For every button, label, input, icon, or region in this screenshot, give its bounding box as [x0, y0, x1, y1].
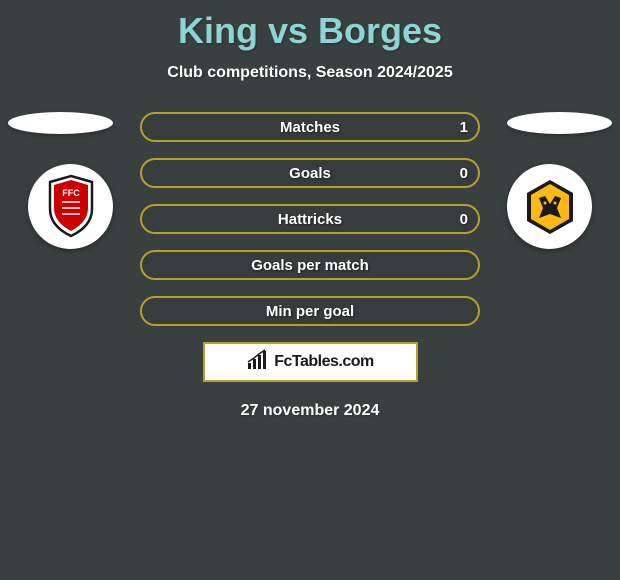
brand-box: FcTables.com [203, 342, 418, 382]
stat-label: Hattricks [278, 211, 342, 228]
stat-right-value: 0 [460, 165, 468, 182]
page-subtitle: Club competitions, Season 2024/2025 [0, 64, 620, 82]
stat-row-goals-per-match: Goals per match [140, 250, 480, 280]
content-area: FFC Matches 1 Goals 0 [0, 112, 620, 420]
stat-row-hattricks: Hattricks 0 [140, 204, 480, 234]
date-label: 27 november 2024 [0, 402, 620, 420]
stat-right-value: 1 [460, 119, 468, 136]
brand-label: FcTables.com [274, 353, 374, 371]
left-club-logo: FFC [28, 164, 113, 249]
svg-text:FFC: FFC [62, 188, 80, 198]
right-ellipse-decoration [507, 112, 612, 134]
chart-icon [246, 349, 268, 376]
stat-right-value: 0 [460, 211, 468, 228]
left-ellipse-decoration [8, 112, 113, 134]
right-club-logo [507, 164, 592, 249]
stat-row-matches: Matches 1 [140, 112, 480, 142]
fulham-badge-icon: FFC [46, 174, 96, 239]
stat-row-goals: Goals 0 [140, 158, 480, 188]
stats-container: Matches 1 Goals 0 Hattricks 0 Goals per … [140, 112, 480, 326]
stat-label: Matches [280, 119, 340, 136]
wolves-badge-icon [521, 178, 579, 236]
stat-label: Min per goal [266, 303, 354, 320]
stat-row-min-per-goal: Min per goal [140, 296, 480, 326]
stat-label: Goals per match [251, 257, 369, 274]
page-title: King vs Borges [0, 0, 620, 52]
stat-label: Goals [289, 165, 331, 182]
